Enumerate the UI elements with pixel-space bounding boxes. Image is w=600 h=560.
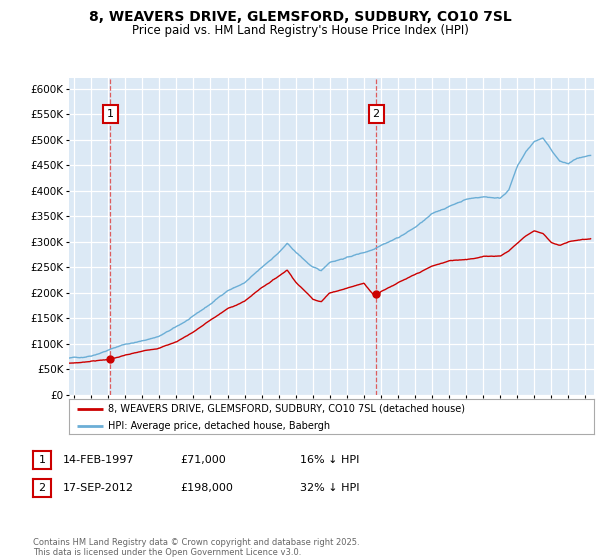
Text: 32% ↓ HPI: 32% ↓ HPI [300,483,359,493]
Text: 17-SEP-2012: 17-SEP-2012 [63,483,134,493]
Text: 14-FEB-1997: 14-FEB-1997 [63,455,134,465]
Text: 2: 2 [38,483,46,493]
Text: 16% ↓ HPI: 16% ↓ HPI [300,455,359,465]
Text: 2: 2 [373,109,380,119]
Text: 8, WEAVERS DRIVE, GLEMSFORD, SUDBURY, CO10 7SL (detached house): 8, WEAVERS DRIVE, GLEMSFORD, SUDBURY, CO… [109,404,466,414]
Text: £198,000: £198,000 [180,483,233,493]
Text: Contains HM Land Registry data © Crown copyright and database right 2025.
This d: Contains HM Land Registry data © Crown c… [33,538,359,557]
Text: 8, WEAVERS DRIVE, GLEMSFORD, SUDBURY, CO10 7SL: 8, WEAVERS DRIVE, GLEMSFORD, SUDBURY, CO… [89,10,511,24]
Text: 1: 1 [38,455,46,465]
Text: £71,000: £71,000 [180,455,226,465]
Text: 1: 1 [107,109,114,119]
Text: HPI: Average price, detached house, Babergh: HPI: Average price, detached house, Babe… [109,421,331,431]
Text: Price paid vs. HM Land Registry's House Price Index (HPI): Price paid vs. HM Land Registry's House … [131,24,469,37]
